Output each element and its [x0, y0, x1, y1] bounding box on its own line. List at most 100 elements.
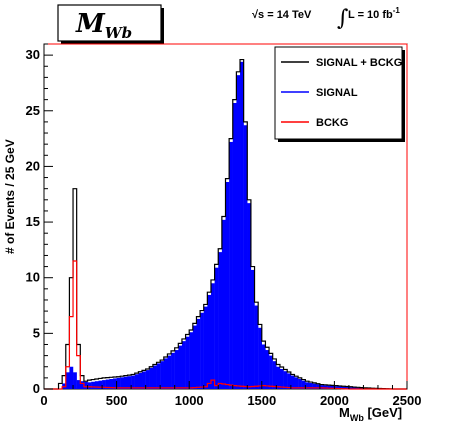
signal-bin: [298, 378, 302, 389]
energy-luminosity-annotation: √s = 14 TeV ∫ L = 10 fb-1: [252, 6, 400, 31]
signal-bin: [105, 379, 110, 389]
signal-bin: [185, 336, 190, 389]
signal-bin: [152, 365, 157, 389]
signal-bin: [240, 61, 244, 389]
signal-bin: [287, 373, 292, 389]
signal-bin: [225, 182, 230, 389]
signal-bin: [203, 306, 208, 389]
x-tick-label: 2500: [393, 393, 422, 408]
signal-bin: [171, 352, 175, 389]
title-subscript: Wb: [105, 24, 132, 42]
signal-bin: [254, 305, 259, 389]
signal-bin: [76, 380, 81, 389]
signal-bin: [214, 267, 219, 389]
signal-bin: [301, 380, 306, 389]
signal-bin: [210, 283, 215, 389]
signal-bin: [156, 363, 161, 389]
signal-bin: [338, 386, 342, 389]
signal-bin: [294, 377, 299, 389]
signal-bin: [327, 385, 331, 389]
y-axis-title: # of Events / 25 GeV: [3, 139, 17, 254]
legend-entry: SIGNAL + BCKG: [281, 57, 402, 69]
legend-label: BCKG: [316, 117, 348, 129]
signal-bin: [65, 372, 70, 389]
title-box: MWb: [57, 4, 164, 44]
svg-text:MWb: MWb: [75, 9, 132, 42]
signal-bin: [323, 385, 328, 389]
signal-bin: [196, 318, 201, 389]
legend-entry: SIGNAL: [281, 87, 358, 99]
signal-bin: [163, 358, 168, 389]
legend-label: SIGNAL + BCKG: [316, 57, 402, 69]
signal-bin: [207, 294, 212, 389]
signal-bin: [131, 375, 135, 389]
signal-bin: [243, 125, 248, 389]
series-bckg-step-line: [44, 260, 407, 390]
sqrt-s-text: √s = 14 TeV: [252, 9, 312, 21]
lumi-text: L = 10 fb-1: [348, 6, 400, 21]
signal-bin: [352, 387, 357, 389]
signal-bin: [218, 252, 223, 389]
signal-bin: [247, 203, 252, 389]
signal-bin: [283, 371, 288, 389]
y-tick-label: 30: [26, 47, 40, 62]
signal-bin: [279, 368, 284, 389]
signal-bin: [174, 350, 179, 389]
signal-bin: [276, 366, 281, 389]
x-tick-label: 0: [40, 393, 47, 408]
signal-bin: [102, 380, 106, 389]
signal-bin: [221, 219, 226, 389]
signal-bin: [265, 350, 270, 389]
y-tick-label: 25: [26, 103, 40, 118]
x-axis-title: MWb [GeV]: [339, 405, 402, 423]
signal-bin: [87, 382, 92, 389]
signal-bin: [356, 387, 361, 389]
signal-bin: [160, 361, 164, 389]
signal-bin: [167, 355, 172, 389]
signal-bin: [83, 381, 88, 389]
signal-bin: [232, 102, 237, 389]
signal-bin: [80, 381, 85, 389]
legend-label: SIGNAL: [316, 87, 358, 99]
signal-bin: [319, 385, 324, 389]
legend: SIGNAL + BCKG SIGNAL BCKG: [274, 46, 405, 142]
y-tick-label: 15: [26, 214, 40, 229]
plot-area: [44, 58, 407, 390]
signal-bin: [236, 75, 241, 390]
y-tick-label: 5: [33, 325, 40, 340]
signal-bin: [98, 380, 103, 389]
signal-bin: [149, 367, 154, 389]
signal-bin: [341, 386, 346, 389]
signal-bin: [250, 269, 255, 389]
signal-bin: [330, 385, 335, 389]
signal-bin: [134, 374, 139, 389]
signal-bin: [138, 372, 143, 389]
signal-bin: [290, 375, 295, 389]
signal-bin: [116, 377, 121, 389]
signal-bin: [261, 344, 266, 389]
signal-bin: [200, 312, 204, 389]
signal-bin: [348, 387, 353, 389]
signal-bin: [272, 361, 277, 389]
y-tick-label: 20: [26, 158, 40, 173]
x-tick-label: 1000: [175, 393, 204, 408]
signal-bin: [109, 378, 114, 389]
signal-bin: [120, 377, 125, 389]
signal-bin: [258, 327, 262, 389]
series-signal-bckg-step-line: [44, 58, 407, 390]
signal-bin: [181, 341, 186, 389]
x-tick-label: 1500: [247, 393, 276, 408]
y-tick-label: 0: [33, 381, 40, 396]
x-tick-label: 2000: [320, 393, 349, 408]
signal-bin: [192, 325, 197, 389]
signal-bin: [73, 372, 77, 389]
y-tick-label: 10: [26, 270, 40, 285]
series-signal-bars: [62, 61, 393, 390]
signal-bin: [269, 355, 273, 389]
signal-bin: [178, 345, 183, 389]
signal-bin: [127, 376, 132, 389]
integral-sign: ∫: [337, 6, 349, 31]
signal-bin: [142, 371, 146, 389]
title-main: M: [75, 9, 106, 39]
